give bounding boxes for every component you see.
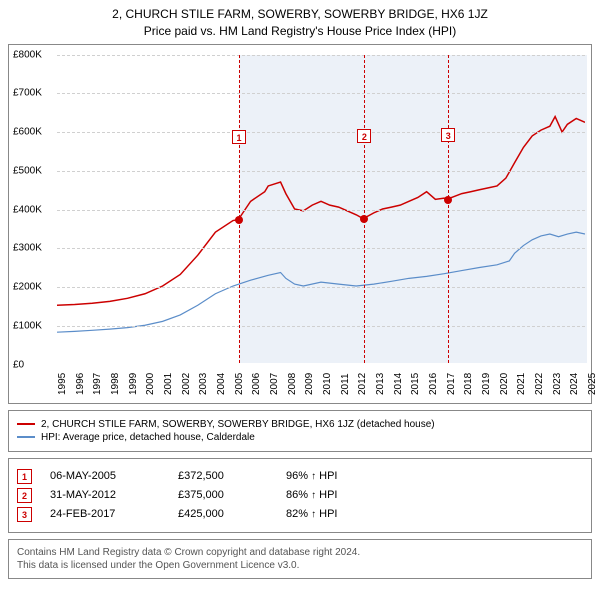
x-axis-label: 2007: [269, 372, 273, 394]
transactions-table: 1 06-MAY-2005 £372,500 96% ↑ HPI 2 31-MA…: [8, 458, 592, 533]
x-axis-label: 2004: [216, 372, 220, 394]
chart-title-block: 2, CHURCH STILE FARM, SOWERBY, SOWERBY B…: [8, 6, 592, 40]
x-axis-label: 2010: [322, 372, 326, 394]
legend-swatch-property: [17, 423, 35, 425]
x-axis-label: 1996: [75, 372, 79, 394]
legend-swatch-hpi: [17, 436, 35, 438]
x-axis-label: 1998: [110, 372, 114, 394]
up-arrow-icon: ↑: [311, 471, 316, 482]
marker-label-1: 1: [232, 130, 246, 144]
x-axis-label: 1999: [128, 372, 132, 394]
legend-box: 2, CHURCH STILE FARM, SOWERBY, SOWERBY B…: [8, 410, 592, 452]
transaction-date-1: 06-MAY-2005: [50, 470, 160, 482]
marker-vline-2: [364, 55, 365, 363]
marker-vline-3: [448, 55, 449, 363]
line-chart-svg: [57, 55, 585, 363]
y-axis-label: £300K: [13, 243, 42, 254]
footer-line-1: Contains HM Land Registry data © Crown c…: [17, 546, 583, 559]
x-axis-label: 2005: [234, 372, 238, 394]
transaction-price-3: £425,000: [178, 508, 268, 520]
x-axis-label: 2009: [304, 372, 308, 394]
transaction-marker-2: 2: [17, 488, 32, 503]
x-axis-label: 2014: [393, 372, 397, 394]
x-axis-label: 1995: [57, 372, 61, 394]
x-axis-label: 2022: [534, 372, 538, 394]
x-axis-label: 2019: [481, 372, 485, 394]
x-axis-label: 2000: [145, 372, 149, 394]
up-arrow-icon: ↑: [311, 490, 316, 501]
transaction-pct-2: 86% ↑ HPI: [286, 489, 386, 501]
chart-area: 1 2 3 £0 £100K £200K £300K £400K £500K £600K £700…: [8, 44, 592, 404]
transaction-row-1: 1 06-MAY-2005 £372,500 96% ↑ HPI: [17, 469, 583, 484]
plot-area: 1 2 3: [57, 55, 585, 363]
legend-item-hpi: HPI: Average price, detached house, Cald…: [17, 432, 583, 443]
x-axis-label: 2011: [340, 373, 344, 395]
transaction-pct-3: 82% ↑ HPI: [286, 508, 386, 520]
y-axis-label: £200K: [13, 282, 42, 293]
transaction-marker-3: 3: [17, 507, 32, 522]
transaction-date-2: 31-MAY-2012: [50, 489, 160, 501]
title-line-1: 2, CHURCH STILE FARM, SOWERBY, SOWERBY B…: [8, 6, 592, 23]
y-axis-label: £600K: [13, 127, 42, 138]
x-axis-label: 2017: [446, 372, 450, 394]
x-axis-label: 1997: [92, 372, 96, 394]
transaction-pct-1: 96% ↑ HPI: [286, 470, 386, 482]
up-arrow-icon: ↑: [311, 509, 316, 520]
x-axis-label: 2001: [163, 372, 167, 394]
marker-dot-1: [235, 216, 243, 224]
x-axis-label: 2024: [569, 372, 573, 394]
x-axis-label: 2015: [410, 372, 414, 394]
marker-dot-3: [444, 196, 452, 204]
y-axis-label: £700K: [13, 88, 42, 99]
title-line-2: Price paid vs. HM Land Registry's House …: [8, 23, 592, 40]
transaction-price-1: £372,500: [178, 470, 268, 482]
x-axis-label: 2025: [587, 372, 591, 394]
x-axis-label: 2023: [552, 372, 556, 394]
marker-label-2: 2: [357, 129, 371, 143]
legend-label-property: 2, CHURCH STILE FARM, SOWERBY, SOWERBY B…: [41, 419, 435, 430]
footer-attribution: Contains HM Land Registry data © Crown c…: [8, 539, 592, 579]
series-line-hpi: [57, 232, 585, 332]
x-axis-label: 2012: [357, 372, 361, 394]
y-axis-label: £0: [13, 359, 24, 370]
x-axis-label: 2020: [499, 372, 503, 394]
legend-label-hpi: HPI: Average price, detached house, Cald…: [41, 432, 255, 443]
x-axis-label: 2021: [516, 372, 520, 394]
transaction-date-3: 24-FEB-2017: [50, 508, 160, 520]
transaction-price-2: £375,000: [178, 489, 268, 501]
x-axis-label: 2008: [287, 372, 291, 394]
marker-label-3: 3: [441, 128, 455, 142]
x-axis-label: 2006: [251, 372, 255, 394]
y-axis-label: £100K: [13, 320, 42, 331]
transaction-row-2: 2 31-MAY-2012 £375,000 86% ↑ HPI: [17, 488, 583, 503]
x-axis-label: 2003: [198, 372, 202, 394]
footer-line-2: This data is licensed under the Open Gov…: [17, 559, 583, 572]
x-axis-label: 2013: [375, 372, 379, 394]
legend-item-property: 2, CHURCH STILE FARM, SOWERBY, SOWERBY B…: [17, 419, 583, 430]
x-axis-label: 2002: [181, 372, 185, 394]
x-axis-label: 2018: [463, 372, 467, 394]
y-axis-label: £400K: [13, 204, 42, 215]
transaction-marker-1: 1: [17, 469, 32, 484]
marker-dot-2: [360, 215, 368, 223]
y-axis-label: £500K: [13, 165, 42, 176]
marker-vline-1: [239, 55, 240, 363]
x-axis-label: 2016: [428, 372, 432, 394]
transaction-row-3: 3 24-FEB-2017 £425,000 82% ↑ HPI: [17, 507, 583, 522]
y-axis-label: £800K: [13, 49, 42, 60]
